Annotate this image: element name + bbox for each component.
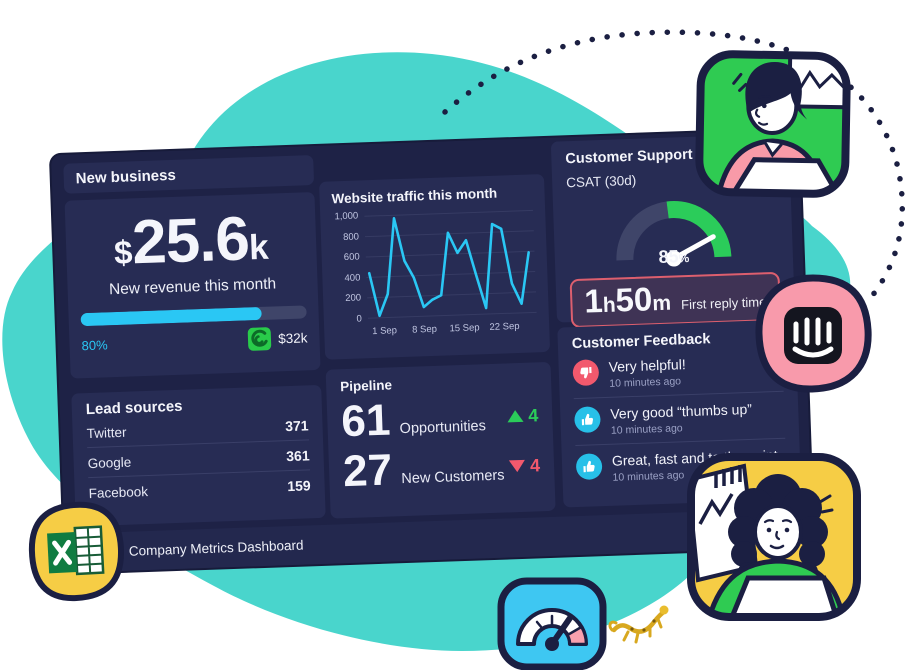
arrow-down-icon: [508, 459, 526, 473]
intercom-icon[interactable]: [752, 272, 874, 396]
illustration-customer-card[interactable]: [686, 452, 862, 622]
lead-sources-rows: Twitter 371 Google 361 Facebook 159: [86, 410, 311, 507]
feedback-texts: Very good “thumbs up” 10 minutes ago: [610, 401, 753, 437]
revenue-amount: 25.6: [130, 204, 250, 278]
pipeline-value: 27: [342, 445, 393, 497]
progress-percent-label: 80%: [81, 336, 108, 353]
feedback-texts: Very helpful! 10 minutes ago: [608, 356, 686, 390]
reply-time-value: 1h50m: [583, 280, 672, 320]
lead-source-label: Google: [87, 454, 132, 471]
x-axis-label: 1 Sep: [371, 325, 398, 338]
revenue-progress-fill: [80, 306, 262, 327]
gridline: [364, 209, 534, 217]
feedback-text: Very helpful!: [608, 356, 686, 375]
x-axis-label: 22 Sep: [489, 320, 520, 333]
revenue-progress-track: [80, 305, 307, 327]
reply-time-part: 1: [583, 282, 604, 320]
feedback-items: Very helpful! 10 minutes ago Very good “th…: [572, 344, 787, 492]
excel-icon[interactable]: [23, 497, 128, 604]
traffic-y-labels: 1,000 800 600 400 200 0: [332, 210, 368, 325]
illustration-support-agent-card[interactable]: [694, 49, 853, 200]
feedback-text: Very good “thumbs up”: [610, 400, 753, 422]
feedback-time: 10 minutes ago: [609, 375, 682, 390]
target-label: $32k: [277, 329, 308, 346]
csat-number: 85: [658, 246, 679, 268]
lead-source-label: Twitter: [86, 424, 127, 441]
y-axis-label: 200: [345, 292, 362, 304]
pipeline-row[interactable]: 27 New Customers 4: [342, 443, 541, 497]
feedback-item[interactable]: Very helpful! 10 minutes ago: [572, 344, 784, 400]
pipeline-title: Pipeline: [339, 377, 393, 395]
traffic-line: [367, 217, 530, 318]
first-reply-time-box: 1h50m First reply time: [569, 271, 782, 328]
pipeline-delta: 4: [507, 405, 539, 427]
traffic-chart: 1,000 800 600 400 200 0: [332, 205, 537, 324]
reply-time-part: m: [651, 291, 672, 316]
y-axis-label: 800: [342, 230, 360, 243]
y-axis-label: 1,000: [334, 210, 359, 223]
dashboard-title: Company Metrics Dashboard: [128, 537, 304, 559]
y-axis-label: 400: [344, 271, 361, 284]
reply-time-part: 50: [614, 280, 653, 319]
pipeline-delta: 4: [508, 454, 541, 477]
x-axis-label: 15 Sep: [449, 322, 480, 335]
revenue-value: $ 25.6 k: [77, 204, 305, 278]
dashboard-header: New business: [63, 155, 315, 194]
pipeline-delta-value: 4: [529, 454, 541, 476]
laptop: [726, 575, 842, 617]
thumbs-down-icon: [572, 359, 600, 387]
pipeline-delta-value: 4: [527, 404, 539, 426]
thumbs-up-icon: [575, 453, 603, 481]
feedback-time: 10 minutes ago: [610, 422, 683, 437]
widget-pipeline[interactable]: Pipeline 61 Opportunities 4 27 New Customers…: [325, 361, 556, 519]
revenue-unit: k: [248, 227, 270, 268]
pipeline-value: 61: [340, 395, 392, 447]
pipeline-label: Opportunities: [399, 418, 487, 438]
widget-new-revenue[interactable]: $ 25.6 k New revenue this month 80% $32k: [64, 192, 321, 379]
traffic-chart-svg: [364, 209, 537, 319]
csat-percent-sign: %: [678, 250, 690, 266]
y-axis-label: 0: [356, 312, 363, 325]
feedback-item[interactable]: Great, fast and to the point 10 minutes a…: [575, 439, 786, 492]
revenue-label: New revenue this month: [108, 275, 277, 299]
new-business-header: New business: [75, 166, 177, 187]
thumbs-up-icon: [574, 406, 601, 434]
arrow-up-icon: [507, 409, 524, 423]
csat-value: 85%: [569, 243, 780, 271]
traffic-title: Website traffic this month: [331, 185, 498, 207]
pipeline-label: New Customers: [401, 467, 505, 488]
pipeline-rows: 61 Opportunities 4 27 New Customers 4: [340, 393, 541, 497]
gridline: [367, 311, 537, 319]
lead-source-value: 159: [286, 477, 311, 495]
geckoboard-logo-icon: [247, 327, 271, 351]
lead-source-value: 361: [285, 447, 310, 465]
pipeline-row[interactable]: 61 Opportunities 4: [340, 393, 539, 447]
gecko-doodle: [608, 605, 669, 644]
feedback-item[interactable]: Very good “thumbs up” 10 minutes ago: [573, 391, 786, 447]
widget-customer-feedback[interactable]: Customer Feedback Very helpful! 10 minute…: [557, 319, 802, 508]
revenue-progress-labels: 80% $32k: [81, 325, 308, 357]
x-axis-label: 8 Sep: [411, 323, 438, 336]
reply-time-part: h: [602, 293, 617, 318]
y-axis-label: 600: [343, 251, 360, 264]
gauge-icon[interactable]: [496, 576, 608, 670]
widget-website-traffic[interactable]: Website traffic this month 1,000 800 600 40…: [319, 173, 551, 360]
currency-symbol: $: [113, 233, 134, 272]
lead-source-value: 371: [284, 417, 309, 435]
gridline: [367, 291, 537, 299]
